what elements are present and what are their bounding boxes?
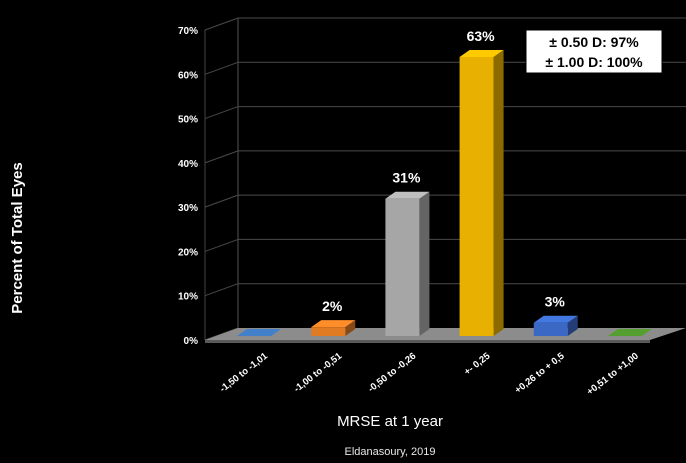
bars <box>237 50 652 336</box>
data-label: 2% <box>322 298 343 314</box>
y-axis-ticks: 0% 10% 20% 30% 40% 50% 60% 70% <box>178 26 198 347</box>
y-tick-label: 10% <box>178 292 198 303</box>
bar-top <box>311 320 356 328</box>
bar-side <box>493 50 504 336</box>
annotation-line-1: ± 0.50 D: 97% <box>549 34 639 50</box>
y-axis-label: Percent of Total Eyes <box>9 162 26 313</box>
bar-front <box>459 57 494 336</box>
bar <box>607 329 652 336</box>
data-label: 3% <box>545 294 566 310</box>
gridline-side <box>204 194 239 208</box>
bar-side <box>345 320 356 336</box>
bar-side <box>567 315 578 336</box>
y-tick-label: 20% <box>178 247 198 258</box>
accuracy-annotation-box: ± 0.50 D: 97% ± 1.00 D: 100% <box>525 29 663 74</box>
y-tick-label: 0% <box>184 336 199 347</box>
bar <box>237 329 282 336</box>
data-labels: 2% 31% 63% 3% <box>322 28 565 314</box>
annotation-line-2: ± 1.00 D: 100% <box>545 54 643 70</box>
bar-front <box>533 322 568 336</box>
bar <box>311 320 356 336</box>
y-tick-label: 70% <box>178 26 198 37</box>
floor-edge <box>205 340 650 343</box>
x-axis-label: MRSE at 1 year <box>337 413 443 430</box>
source-label: Eldanasoury, 2019 <box>345 446 436 458</box>
bar-front <box>385 198 420 336</box>
bar <box>385 191 430 336</box>
bar <box>533 315 578 336</box>
bar-top <box>237 329 282 336</box>
gridline-side <box>204 238 239 252</box>
gridline-side <box>204 61 239 75</box>
y-tick-label: 30% <box>178 203 198 214</box>
bar-top <box>607 329 652 336</box>
data-label: 31% <box>392 170 421 186</box>
chart-walls <box>204 18 239 340</box>
bar-side <box>419 191 430 336</box>
gridline-side <box>204 17 239 31</box>
y-tick-label: 60% <box>178 70 198 81</box>
annotation-box-background <box>525 29 663 74</box>
bar-front <box>311 327 346 336</box>
data-label: 63% <box>467 28 496 44</box>
bar-top <box>533 315 578 323</box>
bar <box>459 50 504 336</box>
gridline-side <box>204 283 239 297</box>
y-tick-label: 40% <box>178 159 198 170</box>
gridline-side <box>204 106 239 120</box>
bar-top <box>459 50 504 57</box>
gridline-side <box>204 150 239 164</box>
y-tick-label: 50% <box>178 115 198 126</box>
bar-top <box>385 191 430 199</box>
